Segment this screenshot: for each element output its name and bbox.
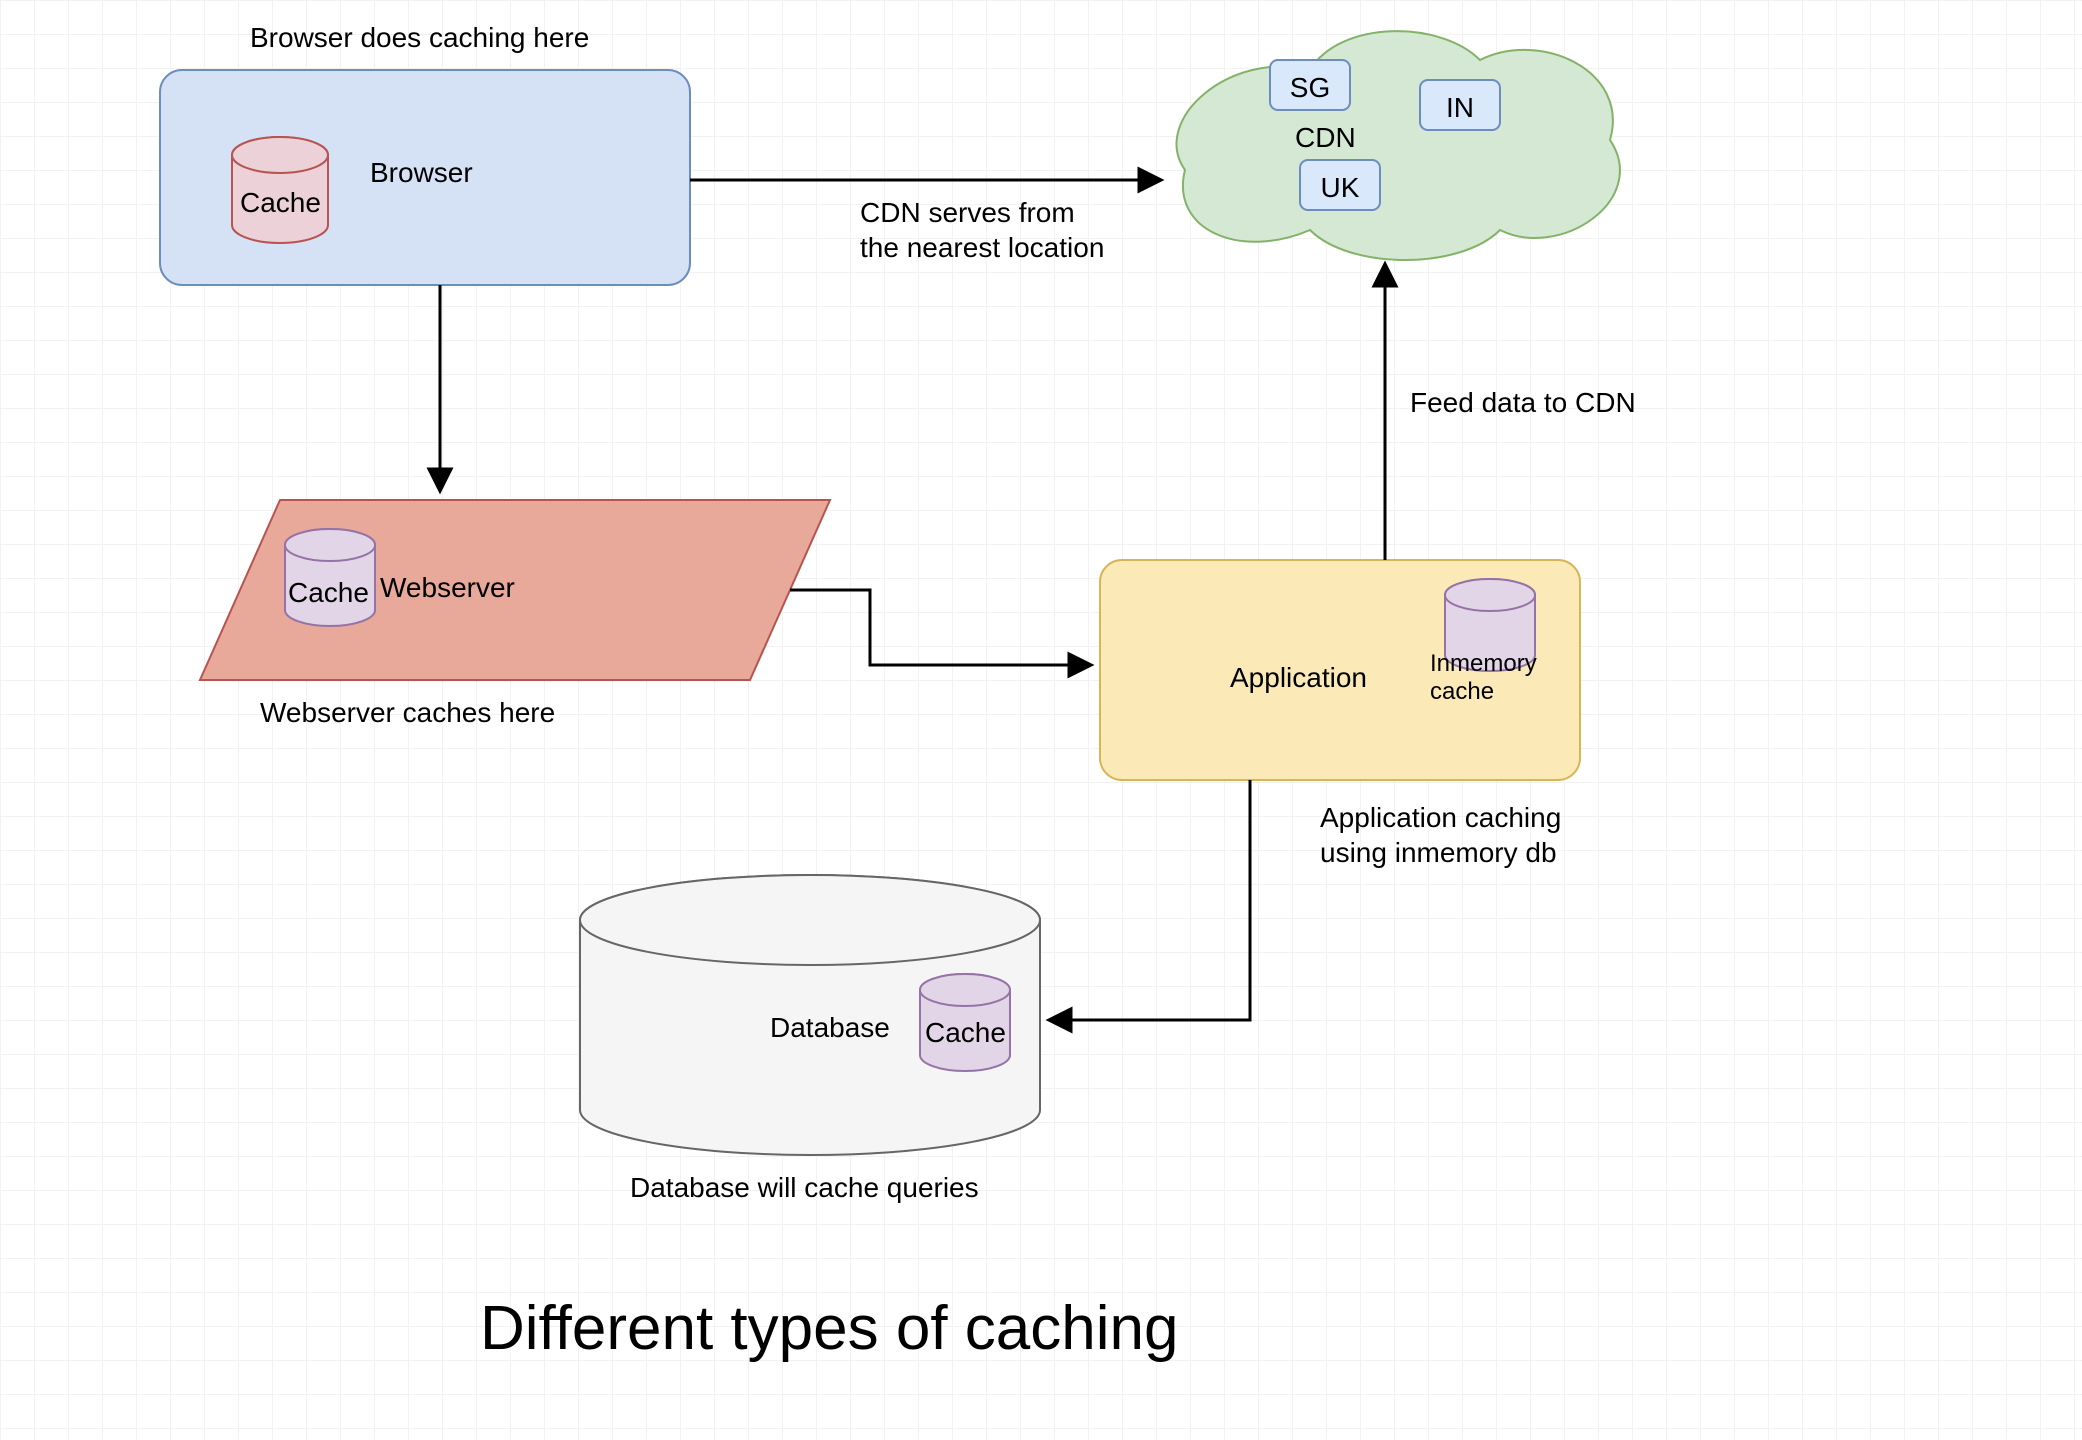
cdn-node-in-label: IN (1443, 90, 1477, 125)
webserver-label: Webserver (380, 570, 515, 605)
cdn-cloud (1177, 31, 1620, 260)
database-label: Database (770, 1010, 890, 1045)
edge-webserver-to-app (790, 590, 1090, 665)
database-caption: Database will cache queries (630, 1170, 979, 1205)
edge-app-to-cdn-label: Feed data to CDN (1410, 385, 1636, 420)
cdn-node-sg-label: SG (1288, 70, 1332, 105)
edge-browser-to-cdn-label: CDN serves from the nearest location (860, 195, 1104, 265)
application-caption: Application caching using inmemory db (1320, 800, 1561, 870)
browser-cache-label: Cache (240, 185, 321, 220)
diagram-title: Different types of caching (480, 1290, 1178, 1368)
webserver-caption: Webserver caches here (260, 695, 555, 730)
cdn-label: CDN (1295, 120, 1356, 155)
browser-label: Browser (370, 155, 473, 190)
application-label: Application (1230, 660, 1367, 695)
cdn-node-uk-label: UK (1318, 170, 1362, 205)
webserver-cache-label: Cache (288, 575, 369, 610)
database-cache-label: Cache (925, 1015, 1006, 1050)
browser-caption: Browser does caching here (250, 20, 589, 55)
edge-app-to-database (1050, 780, 1250, 1020)
application-cache-label: Inmemory cache (1430, 650, 1537, 705)
